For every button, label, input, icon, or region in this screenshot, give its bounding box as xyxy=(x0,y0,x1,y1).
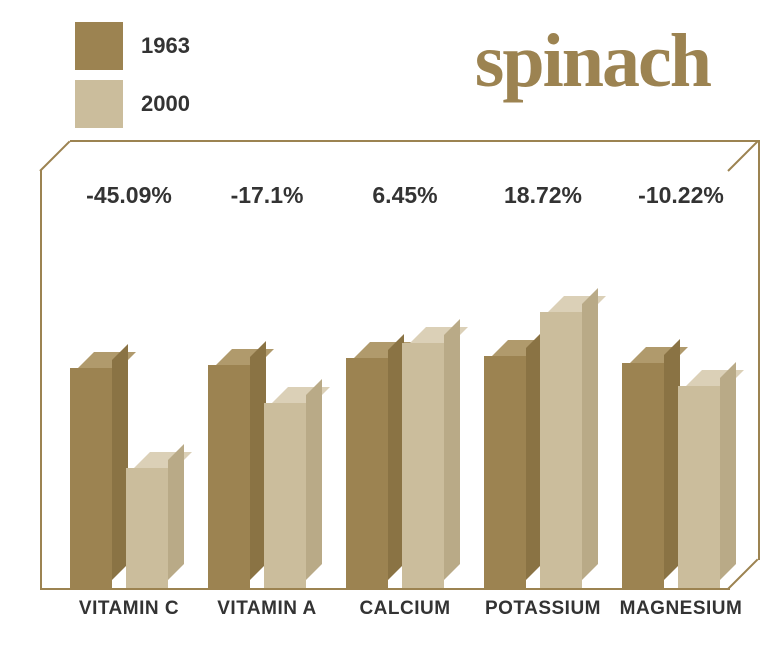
chart-plot-area: -45.09%VITAMIN C-17.1%VITAMIN A6.45%CALC… xyxy=(40,170,730,590)
legend: 1963 2000 xyxy=(75,22,190,128)
pct-label: 18.72% xyxy=(478,182,608,209)
category-label: CALCIUM xyxy=(340,598,470,620)
pct-label: -10.22% xyxy=(616,182,746,209)
legend-swatch-2000 xyxy=(75,80,123,128)
bar-group-vitamin-c: -45.09%VITAMIN C xyxy=(64,170,194,590)
category-label: MAGNESIUM xyxy=(616,598,746,620)
pct-label: 6.45% xyxy=(340,182,470,209)
bar-group-potassium: 18.72%POTASSIUM xyxy=(478,170,608,590)
legend-label-2000: 2000 xyxy=(141,91,190,117)
pct-label: -17.1% xyxy=(202,182,332,209)
legend-item-2000: 2000 xyxy=(75,80,190,128)
canvas: 1963 2000 spinach -45.09%VITAMIN C-17.1%… xyxy=(0,0,770,663)
bar-group-calcium: 6.45%CALCIUM xyxy=(340,170,470,590)
legend-item-1963: 1963 xyxy=(75,22,190,70)
category-label: VITAMIN A xyxy=(202,598,332,620)
legend-label-1963: 1963 xyxy=(141,33,190,59)
category-label: VITAMIN C xyxy=(64,598,194,620)
pct-label: -45.09% xyxy=(64,182,194,209)
bar-group-vitamin-a: -17.1%VITAMIN A xyxy=(202,170,332,590)
legend-swatch-1963 xyxy=(75,22,123,70)
bar-group-magnesium: -10.22%MAGNESIUM xyxy=(616,170,746,590)
chart-title: spinach xyxy=(475,18,710,105)
category-label: POTASSIUM xyxy=(478,598,608,620)
